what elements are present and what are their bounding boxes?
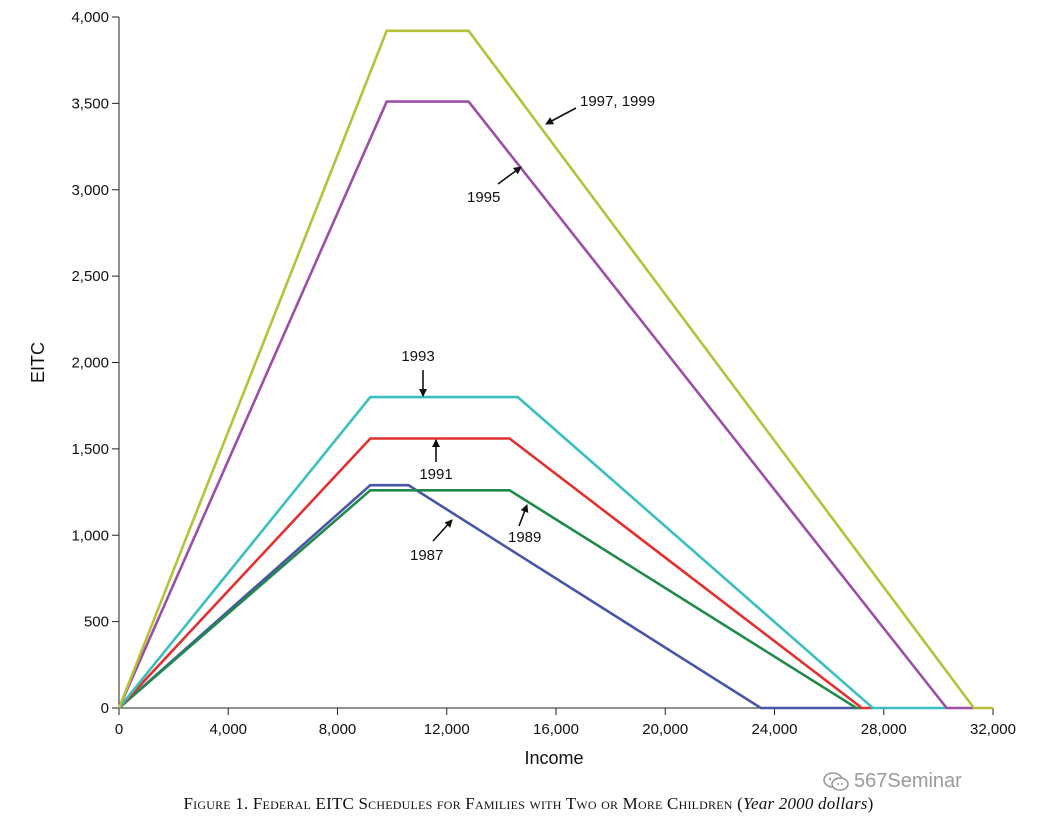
watermark-text: 567Seminar [854, 770, 962, 792]
annotation-layer: 1997, 1999 1995 1993 1991 1989 1987 [401, 93, 655, 564]
series-line-1993 [117, 395, 947, 710]
series-layer [117, 29, 993, 710]
y-tick-label: 3,000 [71, 182, 109, 199]
annotation-arrow [432, 519, 453, 542]
axes: 0 4,000 8,000 12,000 16,000 20,000 24,000 28,00… [28, 9, 1016, 768]
x-tick-label: 20,000 [642, 721, 688, 738]
y-axis-title: EITC [28, 342, 48, 383]
annotation-label: 1991 [419, 466, 452, 483]
series-line-1987 [118, 483, 857, 710]
watermark: 567Seminar [822, 770, 962, 793]
y-tick-label: 2,000 [71, 355, 109, 372]
series-line-1989 [118, 488, 862, 710]
x-tick-label: 16,000 [533, 721, 579, 738]
annotation-label: 1995 [467, 189, 500, 206]
y-tick-label: 0 [101, 700, 109, 717]
series-line-1997-1999 [117, 29, 993, 710]
x-axis-title: Income [524, 748, 583, 768]
annotation-arrow [518, 504, 529, 527]
annotation-label: 1997, 1999 [580, 93, 655, 110]
y-tick-label: 1,500 [71, 441, 109, 458]
annotation-arrow [545, 107, 577, 125]
y-tick-label: 2,500 [71, 268, 109, 285]
caption-main: Figure 1. Federal EITC Schedules for Fam… [183, 794, 743, 813]
x-tick-label: 8,000 [319, 721, 357, 738]
y-tick-label: 500 [84, 614, 109, 631]
annotation-label: 1989 [508, 529, 541, 546]
caption-end: ) [867, 794, 874, 813]
y-tick-label: 1,000 [71, 527, 109, 544]
annotation-arrow [497, 166, 522, 185]
figure-caption: Figure 1. Federal EITC Schedules for Fam… [0, 794, 1057, 814]
x-tick-label: 0 [115, 721, 123, 738]
x-tick-label: 12,000 [424, 721, 470, 738]
x-tick-label: 4,000 [209, 721, 247, 738]
series-line-1991 [118, 437, 873, 710]
x-tick-label: 28,000 [861, 721, 907, 738]
caption-italic: Year 2000 dollars [742, 794, 868, 813]
x-tick-label: 24,000 [752, 721, 798, 738]
eitc-chart: 0 4,000 8,000 12,000 16,000 20,000 24,000 28,00… [28, 9, 1016, 768]
y-tick-label: 3,500 [71, 95, 109, 112]
series-line-1995 [117, 100, 974, 710]
annotation-label: 1993 [401, 348, 434, 365]
wechat-icon [823, 771, 849, 791]
annotation-label: 1987 [410, 547, 443, 564]
y-tick-label: 4,000 [71, 9, 109, 26]
x-tick-label: 32,000 [970, 721, 1016, 738]
